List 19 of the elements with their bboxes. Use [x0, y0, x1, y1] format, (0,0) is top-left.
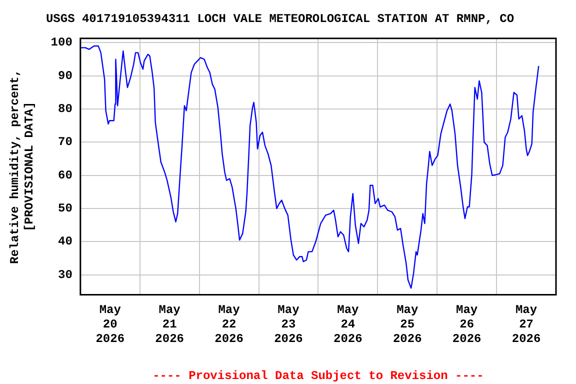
x-tick-label: May 23 2026 [274, 303, 303, 346]
y-tick-label: 90 [58, 68, 72, 83]
x-tick-label: May 20 2026 [96, 303, 125, 346]
y-tick-label: 50 [58, 202, 72, 216]
x-tick-label: May 25 2026 [392, 303, 422, 346]
y-axis-title: Relative humidity, percent, [PROVISIONAL DATA] [8, 69, 37, 264]
x-tick-label: May 26 2026 [452, 303, 482, 346]
y-tick-label: 100 [50, 36, 72, 50]
x-tick-label: May 21 2026 [155, 303, 184, 346]
y-tick-label: 60 [58, 168, 72, 182]
y-tick-label: 80 [58, 102, 72, 116]
x-tick-label: May 24 2026 [334, 303, 362, 346]
x-tick-label: May 22 2026 [214, 303, 244, 346]
y-tick-label: 40 [58, 234, 72, 249]
text: ---- Provisional Data Subject to Revision ---- [152, 369, 484, 383]
chart-title: USGS 401719105394311 LOCH VALE METEOROLOGICAL STATION AT RMNP, CO [46, 12, 514, 26]
y-tick-label: 70 [58, 135, 72, 150]
x-tick-label: May 27 2026 [512, 303, 541, 346]
y-tick-label: 30 [58, 268, 72, 282]
